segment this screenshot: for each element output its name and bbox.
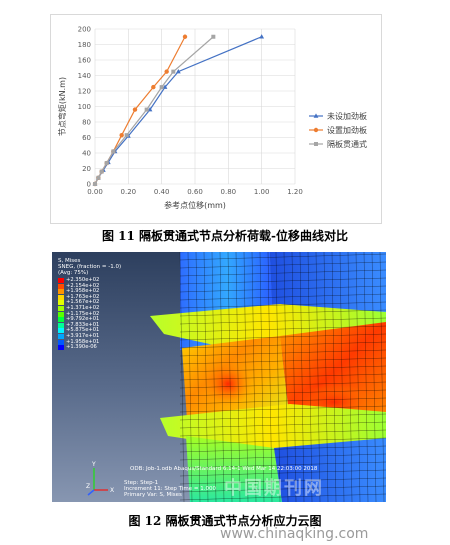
- legend-value: +1.763e+02: [66, 293, 100, 300]
- lower-column: [186, 436, 282, 502]
- legend-value: +1.175e+02: [66, 310, 100, 317]
- legend-swatch: [58, 294, 64, 300]
- legend-label: 未设加劲板: [327, 111, 367, 121]
- legend-value: +9.792e+01: [66, 316, 100, 323]
- chart-svg: 0 20 40 60 80 100 120 140 160 180 200 0.00 0.20 0.40 0…: [57, 26, 367, 211]
- data-point: [259, 34, 265, 39]
- y-tick-label: 160: [78, 57, 91, 65]
- y-tick-label: 140: [78, 72, 91, 80]
- legend-entry-3: 隔板贯通式: [309, 139, 367, 149]
- x-tick-label: 0.00: [87, 188, 103, 196]
- x-tick-label: 0.40: [154, 188, 170, 196]
- legend-value: +1.390e-06: [66, 344, 97, 351]
- x-tick-label: 1.20: [287, 188, 303, 196]
- primary-var-info: Primary Var: S, Mises: [124, 492, 182, 498]
- y-tick-label: 60: [82, 134, 91, 142]
- data-point: [93, 182, 97, 186]
- load-displacement-chart: 0 20 40 60 80 100 120 140 160 180 200 0.00 0.20 0.40 0…: [50, 14, 382, 224]
- legend-value: +1.371e+02: [66, 305, 100, 311]
- legend-title-line: S, Mises: [58, 258, 81, 264]
- fea-model-render: [150, 252, 386, 502]
- legend-value: +7.833e+01: [66, 321, 100, 328]
- legend-title-line: SNEG, (fraction = -1.0): [58, 264, 122, 270]
- data-point: [159, 85, 164, 90]
- x-tick-label: 0.80: [221, 188, 237, 196]
- data-point: [151, 84, 156, 90]
- overlay-watermark: 中国期刊网: [224, 478, 324, 499]
- data-point: [171, 69, 176, 74]
- legend-swatch: [58, 289, 64, 295]
- legend-swatch: [58, 334, 64, 339]
- data-point: [104, 161, 109, 166]
- mesh-grid: [179, 252, 386, 502]
- steel-joint-model: [150, 252, 386, 502]
- legend-value: +3.917e+01: [66, 333, 100, 339]
- legend-value: +5.875e+01: [66, 327, 100, 334]
- figure-11-caption: 图 11 隔板贯通式节点分析荷载-位移曲线对比: [101, 229, 349, 243]
- x-tick-label: 0.20: [121, 188, 137, 196]
- y-tick-label: 200: [78, 26, 91, 34]
- legend-value: +1.958e+02: [66, 288, 100, 295]
- data-point: [147, 107, 153, 112]
- step-info: Step: Step-1: [124, 480, 159, 486]
- data-point: [175, 69, 181, 74]
- stress-hotspot: [204, 362, 252, 406]
- legend-swatch: [58, 345, 64, 351]
- series-line-3: [94, 36, 214, 185]
- lower-column-side: [274, 438, 386, 502]
- legend-value: +2.350e+02: [66, 277, 100, 283]
- y-tick-label: 0: [87, 181, 91, 189]
- x-tick-label: 1.00: [254, 188, 270, 196]
- legend-value: +1.567e+02: [66, 299, 100, 306]
- y-tick-label: 100: [78, 103, 91, 111]
- legend-entry-2: 设置加劲板: [309, 125, 367, 135]
- data-point: [111, 149, 116, 154]
- legend-label: 设置加劲板: [327, 125, 367, 135]
- legend-swatch: [58, 278, 64, 283]
- legend-swatch: [58, 306, 64, 311]
- triad-y-label: Y: [91, 461, 96, 468]
- y-tick-label: 80: [82, 119, 91, 127]
- data-point: [182, 34, 188, 39]
- y-tick-label: 40: [82, 150, 91, 158]
- data-point: [99, 169, 104, 174]
- legend-value: +2.154e+02: [66, 282, 100, 289]
- legend-swatch: [58, 328, 64, 334]
- odb-info: ODB: Job-1.odb Abaqus/Standard 6.14-1: [130, 466, 241, 472]
- y-axis-label: 节点弯矩(kN.m): [57, 77, 67, 136]
- odb-date: Wed Mar 14 22:03:00 2018: [242, 466, 318, 472]
- legend-entry-1: 未设加劲板: [309, 111, 367, 121]
- legend-title-line: (Avg: 75%): [58, 270, 89, 276]
- triad-x-label: X: [110, 487, 114, 494]
- legend-swatch: [58, 339, 64, 345]
- bottom-diaphragm: [160, 404, 386, 452]
- legend-swatch: [58, 322, 64, 328]
- legend-swatch: [58, 317, 64, 323]
- axis-triad-icon: Y X Z: [86, 461, 114, 496]
- fea-stress-contour: S, Mises SNEG, (fraction = -1.0) (Avg: 75%…: [52, 252, 386, 502]
- data-point: [96, 175, 101, 180]
- legend-swatch: [58, 283, 64, 289]
- data-point: [144, 107, 149, 112]
- legend-value: +1.958e+01: [66, 338, 100, 345]
- triad-z-label: Z: [86, 483, 90, 490]
- footer-watermark: www.chinaqking.com: [220, 526, 369, 542]
- y-tick-label: 120: [78, 88, 91, 96]
- y-tick-label: 20: [82, 165, 91, 173]
- data-point: [124, 133, 129, 138]
- x-tick-label: 0.60: [187, 188, 203, 196]
- y-tick-label: 180: [78, 41, 91, 49]
- legend-swatch: [58, 311, 64, 317]
- data-point: [164, 69, 169, 74]
- data-point: [211, 34, 216, 39]
- legend-label: 隔板贯通式: [327, 139, 367, 149]
- legend-swatch: [58, 300, 64, 306]
- data-point: [162, 84, 168, 89]
- data-point: [119, 132, 124, 138]
- x-axis-label: 参考点位移(mm): [164, 200, 226, 210]
- data-point: [132, 107, 138, 112]
- series-line-1: [94, 36, 262, 185]
- increment-info: Increment 11: Step Time = 1.000: [124, 486, 216, 492]
- figure-12-caption: 图 12 隔板贯通式节点分析应力云图: [128, 514, 322, 528]
